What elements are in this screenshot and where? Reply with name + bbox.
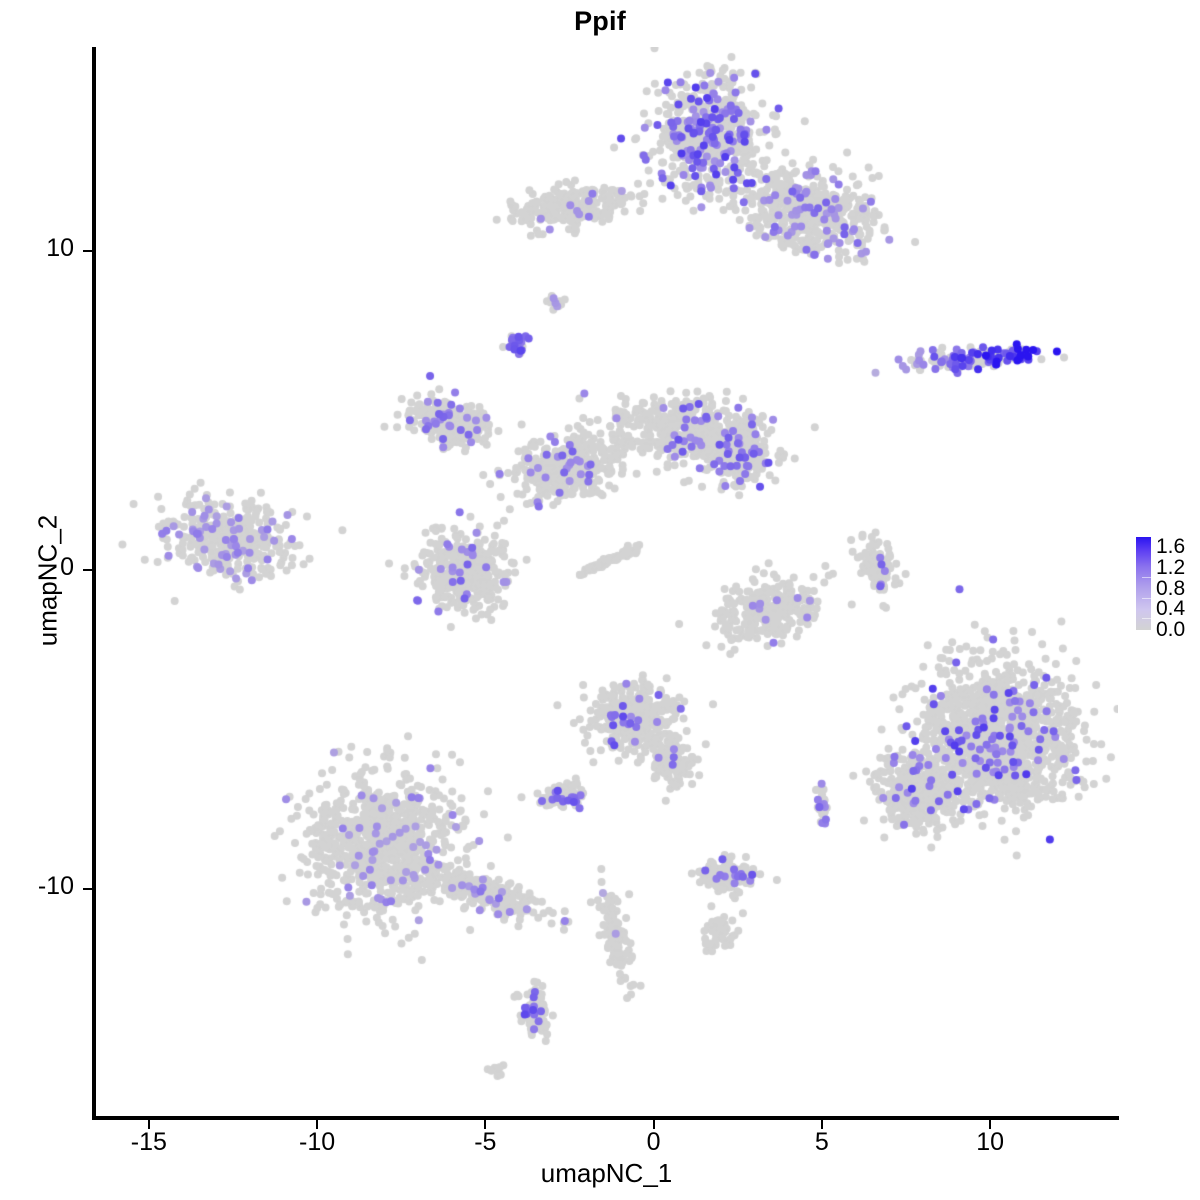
colorbar-tick-mark xyxy=(1142,618,1157,620)
legend-colorbar: 1.6 1.2 0.8 0.4 0.0 xyxy=(1130,528,1200,643)
x-tick-label: 0 xyxy=(646,1128,661,1156)
plot-panel xyxy=(95,47,1118,1118)
x-tick-mark xyxy=(820,1120,823,1129)
x-tick-mark xyxy=(989,1120,992,1129)
colorbar-swatch xyxy=(1136,537,1157,640)
colorbar-gradient xyxy=(1136,537,1151,630)
page-title: Ppif xyxy=(574,6,626,36)
x-tick-mark xyxy=(147,1120,150,1129)
y-tick-label: -10 xyxy=(37,871,74,900)
scatter-points-layer xyxy=(95,47,1118,1118)
y-axis-line xyxy=(92,47,96,1120)
x-tick-label: -5 xyxy=(474,1128,497,1156)
x-tick-label: -15 xyxy=(130,1128,167,1156)
y-tick-label: 10 xyxy=(46,234,74,262)
colorbar-tick-label: 1.6 xyxy=(1156,535,1186,559)
colorbar-tick-label: 0.0 xyxy=(1156,618,1186,641)
x-tick-mark xyxy=(484,1120,487,1129)
x-axis-title: umapNC_1 xyxy=(540,1158,673,1188)
y-axis-title: umapNC_2 xyxy=(32,514,63,647)
x-tick-mark xyxy=(652,1120,655,1129)
x-axis-line xyxy=(92,1116,1119,1120)
x-tick-label: 10 xyxy=(976,1128,1005,1156)
colorbar-tick-mark xyxy=(1142,639,1157,640)
colorbar-tick-mark xyxy=(1142,597,1157,599)
y-tick-mark xyxy=(83,887,92,890)
colorbar-tick-label: 0.4 xyxy=(1156,597,1186,621)
y-tick-mark xyxy=(83,250,92,252)
colorbar-tick-label: 0.8 xyxy=(1156,576,1186,600)
x-tick-label: 5 xyxy=(814,1128,829,1156)
y-tick-mark xyxy=(83,568,92,571)
y-tick-label: 0 xyxy=(60,552,74,581)
x-tick-mark xyxy=(316,1120,319,1129)
colorbar-tick-label: 1.2 xyxy=(1156,556,1186,579)
x-tick-label: -10 xyxy=(299,1128,336,1156)
colorbar-tick-mark xyxy=(1142,577,1157,578)
